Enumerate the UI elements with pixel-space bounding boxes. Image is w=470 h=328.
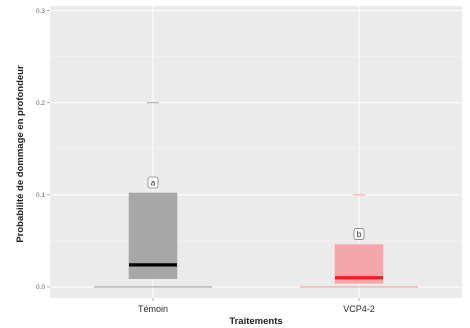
box-series: ab: [94, 102, 418, 288]
plot-panel: [50, 6, 462, 298]
box-vcp4-2: b: [300, 194, 418, 288]
annotation-box: [353, 228, 365, 240]
x-axis-title: Traitements: [229, 316, 282, 327]
y-tick-label: 0.1: [36, 192, 45, 199]
y-tick-label: 0.2: [36, 100, 45, 107]
x-tick-label: Témoin: [138, 304, 168, 314]
y-axis-title: Probabilité de dommage en profondeur: [15, 65, 26, 243]
annotation-label: b: [357, 230, 362, 239]
y-axis-ticks: 0.0 0.1 0.2 0.3: [36, 8, 50, 291]
x-axis-categories: Témoin VCP4-2: [138, 298, 375, 314]
annotation-box: [147, 176, 159, 189]
annotation-label: a: [151, 179, 156, 188]
box-temoin: a: [94, 102, 212, 288]
y-tick-label: 0.3: [36, 8, 45, 15]
x-tick-label: VCP4-2: [343, 304, 375, 314]
y-tick-label: 0.0: [36, 284, 45, 291]
